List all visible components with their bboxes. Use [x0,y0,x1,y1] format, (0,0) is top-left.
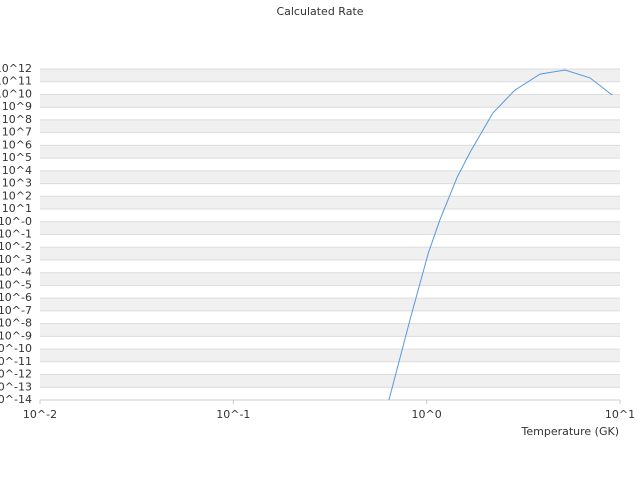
y-tick-label: 10^-6 [0,291,32,304]
y-tick-label: 10^4 [2,164,32,177]
grid-band [40,170,620,184]
y-tick-label: 10^-11 [0,355,32,368]
y-tick-label: 10^12 [0,62,32,75]
grid-band [40,374,620,388]
y-tick-label: 10^-4 [0,266,32,279]
grid-band [40,349,620,362]
y-tick-label: 10^3 [2,177,32,190]
y-tick-label: 10^-13 [0,380,32,393]
y-tick-label: 10^10 [0,87,32,100]
y-tick-label: 10^2 [2,189,32,202]
grid-band [40,69,620,82]
y-tick-label: 10^-10 [0,342,32,355]
grid-band [40,119,620,133]
grid-band [40,298,620,311]
x-axis-label: Temperature (GK) [521,425,620,438]
y-tick-label: 10^-12 [0,368,32,381]
x-tick-label: 10^1 [605,408,635,421]
grid-band [40,323,620,337]
x-tick-label: 10^0 [412,408,442,421]
y-tick-label: 10^-14 [0,393,32,406]
x-tick-label: 10^-1 [216,408,250,421]
y-tick-label: 10^-9 [0,329,32,342]
y-tick-label: 10^-1 [0,228,32,241]
x-tick-label: 10^-2 [23,408,57,421]
y-tick-label: 10^5 [2,151,32,164]
y-tick-label: 10^9 [2,100,32,113]
y-tick-label: 10^7 [2,126,32,139]
data-line [388,69,613,401]
grid-band [40,94,620,108]
chart-title: Calculated Rate [276,5,363,18]
y-tick-label: 10^-7 [0,304,32,317]
y-tick-label: 10^-0 [0,215,32,228]
grid-band [40,145,620,159]
y-tick-label: 10^-8 [0,317,32,330]
y-tick-label: 10^1 [2,202,32,215]
grid-band [40,221,620,235]
grid-band [40,247,620,260]
y-tick-label: 10^-2 [0,240,32,253]
y-tick-label: 10^-3 [0,253,32,266]
y-tick-label: 10^6 [2,138,32,151]
grid-band [40,272,620,286]
y-tick-label: 10^-5 [0,278,32,291]
y-tick-label: 10^11 [0,75,32,88]
y-tick-label: 10^8 [2,113,32,126]
grid-band [40,196,620,210]
